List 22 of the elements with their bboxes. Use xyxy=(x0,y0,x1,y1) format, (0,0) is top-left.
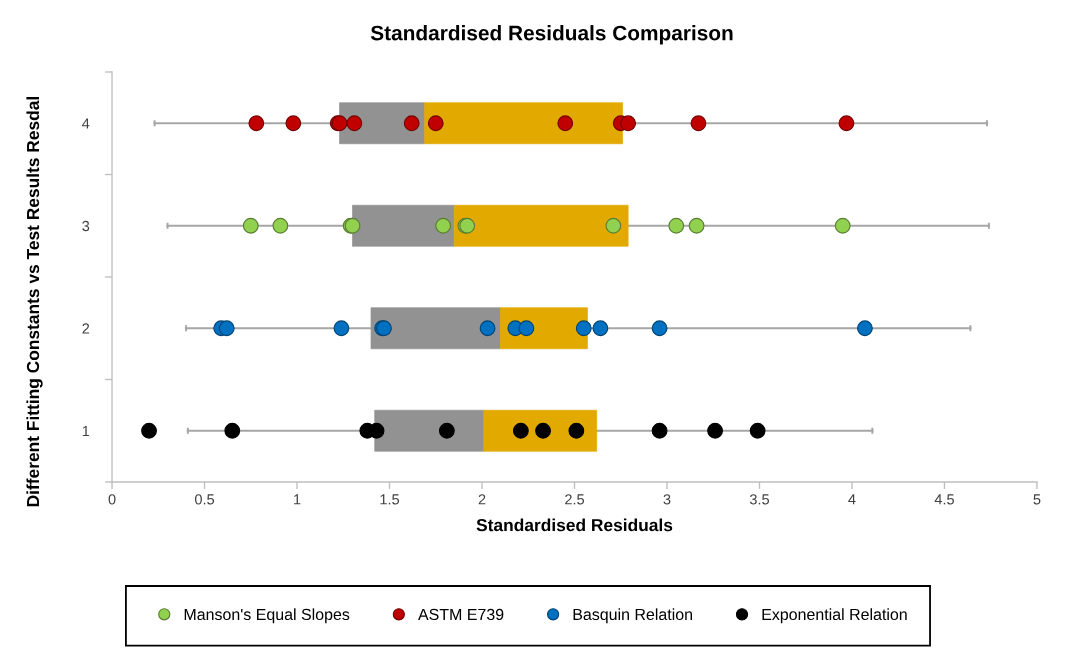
x-tick-label: 1 xyxy=(294,494,301,505)
y-tick-label: 4 xyxy=(82,118,90,129)
x-tick-label: 3.5 xyxy=(749,494,770,505)
y-tick-label: 1 xyxy=(82,426,90,437)
y-tick-label: 3 xyxy=(82,220,90,232)
chart-title: Standardised Residuals Comparison xyxy=(370,25,733,45)
x-tick-label: 0.5 xyxy=(194,494,215,505)
x-tick-label: 4.5 xyxy=(934,494,954,505)
x-tick-label: 3 xyxy=(663,494,671,505)
legend-label: Manson's Equal Slopes xyxy=(184,608,350,624)
x-tick-label: 2.5 xyxy=(565,494,585,505)
x-tick-label: 5 xyxy=(1033,494,1041,505)
x-tick-label: 2 xyxy=(478,494,486,505)
legend-label: ASTM E739 xyxy=(418,608,504,621)
legend-label: Exponential Relation xyxy=(762,608,907,624)
x-axis-title: Standardised Residuals xyxy=(476,518,673,532)
x-tick-label: 0 xyxy=(108,494,116,505)
x-tick-label: 1.5 xyxy=(380,494,400,505)
legend-label: Basquin Relation xyxy=(573,608,692,624)
x-tick-label: 4 xyxy=(848,494,856,505)
y-axis-title: Different Fitting Constants vs Test Results Resdal xyxy=(26,97,43,507)
y-tick-label: 2 xyxy=(82,323,90,334)
